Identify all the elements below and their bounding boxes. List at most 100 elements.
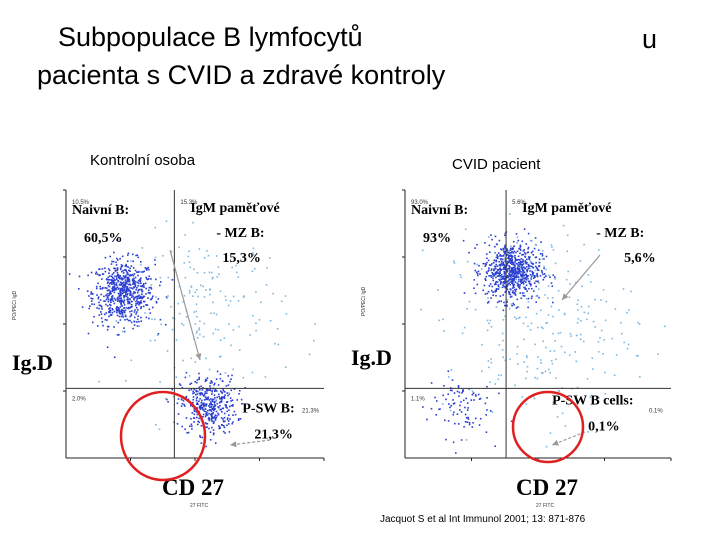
data-point (212, 411, 214, 414)
data-point (227, 420, 230, 422)
data-point (102, 287, 104, 289)
data-point (201, 393, 204, 396)
data-point (474, 308, 477, 311)
x-channel-label: 27 FITC (190, 503, 208, 509)
data-point (104, 287, 106, 289)
data-point (122, 284, 125, 287)
data-point (151, 318, 153, 321)
data-point (511, 251, 513, 253)
data-point (490, 268, 493, 270)
data-point (507, 283, 509, 285)
data-point (554, 340, 556, 342)
data-point (506, 253, 508, 256)
data-point (513, 316, 516, 318)
data-point (543, 273, 546, 275)
data-point (594, 326, 596, 328)
data-point (515, 275, 517, 277)
data-point (526, 366, 529, 368)
data-point (92, 321, 94, 324)
data-point (223, 337, 226, 339)
data-point (583, 243, 585, 246)
data-point (184, 405, 186, 407)
data-point (504, 304, 506, 307)
data-point (135, 300, 137, 303)
data-point (504, 273, 506, 275)
data-point (125, 380, 127, 382)
data-point (178, 312, 181, 315)
data-point (142, 271, 144, 273)
data-point (518, 247, 520, 250)
data-point (534, 343, 536, 346)
data-point (166, 398, 168, 401)
data-point (212, 432, 215, 434)
data-point (501, 264, 504, 266)
data-point (230, 389, 232, 392)
data-point (132, 297, 135, 300)
data-point (464, 406, 466, 409)
data-point (210, 398, 212, 400)
data-point (108, 294, 110, 297)
data-point (516, 242, 518, 244)
data-point (514, 276, 517, 278)
data-point (112, 279, 114, 282)
data-point (211, 381, 213, 383)
data-point (224, 432, 226, 434)
data-point (232, 405, 234, 407)
data-point (580, 320, 582, 322)
data-point (148, 317, 150, 320)
data-point (547, 297, 549, 299)
data-point (599, 337, 601, 339)
data-point (503, 270, 505, 273)
slide-title-trailing: u (642, 24, 658, 54)
data-point (129, 270, 131, 272)
data-point (121, 279, 123, 281)
data-point (506, 303, 508, 306)
data-point (111, 309, 114, 311)
data-point (497, 285, 500, 288)
data-point (587, 312, 590, 315)
data-point (198, 214, 201, 216)
data-point (552, 401, 554, 404)
data-point (90, 291, 93, 293)
data-point (204, 415, 207, 418)
data-point (210, 380, 212, 382)
data-point (212, 422, 215, 424)
data-point (193, 268, 195, 271)
data-point (486, 272, 488, 275)
data-point (209, 382, 212, 384)
data-point (504, 266, 506, 268)
data-point (172, 395, 175, 398)
data-point (492, 291, 494, 293)
quadrant-label-mz: - MZ B: (216, 226, 264, 241)
data-point (217, 384, 220, 386)
data-point (564, 425, 567, 427)
data-point (604, 319, 607, 322)
data-point (200, 404, 203, 406)
data-point (504, 252, 506, 255)
data-point (534, 269, 537, 272)
data-point (511, 259, 514, 261)
data-point (447, 393, 449, 396)
data-point (512, 280, 514, 282)
data-point (206, 390, 208, 392)
data-point (208, 409, 211, 411)
data-point (114, 267, 117, 270)
data-point (111, 289, 114, 291)
data-point (152, 306, 154, 309)
data-point (464, 413, 467, 416)
data-point (102, 324, 104, 327)
data-point (97, 325, 99, 327)
data-point (213, 403, 216, 405)
data-point (495, 270, 498, 273)
data-point (127, 296, 129, 299)
data-point (101, 273, 104, 275)
data-point (513, 286, 515, 289)
data-point (515, 270, 517, 273)
data-point (494, 235, 497, 238)
data-point (530, 265, 533, 268)
data-point (527, 278, 529, 281)
data-point (475, 271, 478, 274)
data-point (284, 295, 287, 297)
data-point (521, 261, 523, 263)
data-point (157, 334, 159, 336)
